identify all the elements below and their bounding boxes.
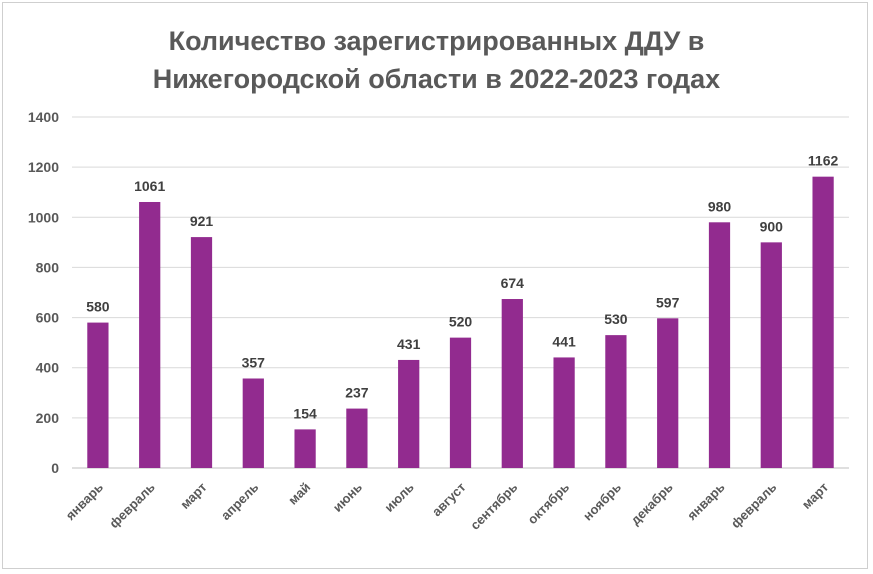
bar [139,201,161,469]
y-tick-label: 400 [36,360,60,376]
data-label: 357 [242,354,266,370]
chart-title-line-1: Количество зарегистрированных ДДУ в [168,26,705,56]
x-category-label: январь [684,480,727,523]
data-label: 674 [501,275,525,291]
data-label: 154 [293,405,317,421]
data-label: 597 [656,294,680,310]
x-category-label: апрель [218,480,261,523]
bar [294,429,316,468]
bars [87,176,834,469]
bar [553,357,575,468]
bar [449,337,472,468]
data-label: 431 [397,336,421,352]
x-category-label: май [285,480,313,508]
x-category-label: август [429,480,469,520]
data-label: 530 [604,311,628,327]
y-tick-label: 800 [36,259,60,275]
bar [605,335,627,468]
x-category-label: декабрь [628,480,676,528]
data-label: 441 [552,333,576,349]
bar [190,237,213,468]
x-category-label: март [799,480,831,512]
bar [760,242,782,468]
x-category-label: октябрь [525,480,573,528]
x-category-label: ноябрь [580,480,624,524]
bar [708,222,731,468]
y-tick-label: 1200 [28,159,59,175]
y-tick-label: 0 [51,460,59,476]
chart-title-line-2: Нижегородской области в 2022-2023 годах [152,64,721,94]
data-label: 1162 [808,153,839,169]
data-labels: 580 1061 921 357 154 237 431 520 674 441 530 597 980… [86,153,838,422]
x-category-label: февраль [728,480,780,532]
y-axis-tick-labels: 0 200 400 600 800 1000 1200 1400 [28,109,59,476]
y-tick-label: 600 [36,310,60,326]
y-tick-label: 1400 [28,109,59,125]
x-axis-category-labels: январь февраль март апрель май июнь июль август… [63,480,832,533]
y-tick-label: 200 [36,410,60,426]
data-label: 900 [760,218,784,234]
bar [501,299,523,468]
data-label: 237 [345,385,369,401]
bar [346,408,368,468]
data-label: 980 [708,198,732,214]
x-category-label: июнь [330,480,365,515]
chart-title: Количество зарегистрированных ДДУ в Ниже… [0,22,873,98]
x-category-label: январь [63,480,106,523]
y-tick-label: 1000 [28,209,59,225]
bar [87,322,109,468]
bar [812,176,834,469]
data-label: 921 [190,213,214,229]
bar [242,378,264,468]
x-category-label: март [177,480,209,512]
x-category-label: февраль [106,480,158,532]
data-label: 580 [86,299,110,315]
x-category-label: июль [381,480,416,515]
bar [657,318,679,468]
bar [398,359,420,468]
x-category-label: сентябрь [467,480,520,533]
data-label: 520 [449,314,473,330]
data-label: 1061 [134,178,165,194]
